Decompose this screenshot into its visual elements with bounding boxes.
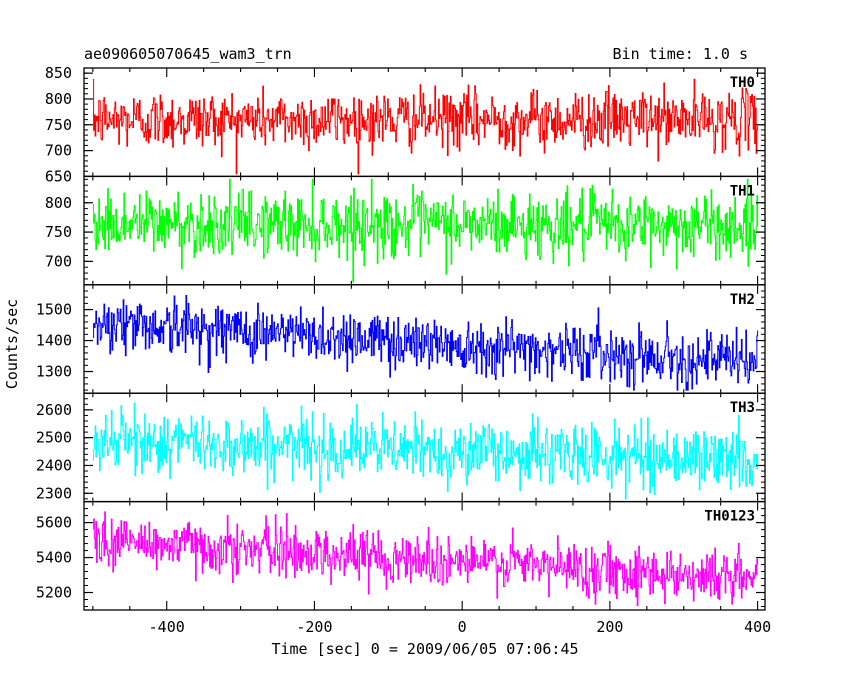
y-tick-label: 850 (45, 64, 72, 82)
y-tick-label: 1400 (36, 332, 72, 350)
x-tick-label: 200 (596, 618, 623, 636)
panels: 650 700 750 800 850 TH0 700 750 800 TH1 1300 1400 15… (36, 64, 766, 611)
panel-th3: 2300 2400 2500 2600 TH3 (36, 392, 766, 502)
y-tick-label: 5600 (36, 514, 72, 532)
y-tick-label: 2400 (36, 456, 72, 474)
panel-label-th1: TH1 (730, 183, 755, 199)
y-tick-label: 750 (45, 223, 72, 241)
y-tick-label: 2500 (36, 429, 72, 447)
y-axis-title: Counts/sec (3, 299, 21, 389)
y-tick-label: 800 (45, 194, 72, 212)
x-tick-label: 400 (744, 618, 771, 636)
x-tick-label: -400 (149, 618, 185, 636)
y-tick-label: 5200 (36, 584, 72, 602)
series-th3-line (92, 402, 759, 500)
y-tick-label: 1300 (36, 363, 72, 381)
panel-label-th0123: TH0123 (704, 509, 755, 525)
x-tick-label: 0 (458, 618, 467, 636)
panel-label-th0: TH0 (730, 75, 755, 91)
series-th2-line (92, 295, 759, 391)
panel-label-th2: TH2 (730, 292, 755, 308)
panel-frame (83, 67, 766, 178)
x-axis-title: Time [sec] 0 = 2009/06/05 07:06:45 (271, 640, 578, 658)
y-tick-label: 750 (45, 116, 72, 134)
y-tick-label: 5400 (36, 549, 72, 567)
panel-th1: 700 750 800 TH1 (45, 175, 766, 286)
y-tick-label: 2300 (36, 484, 72, 502)
y-tick-label: 2600 (36, 401, 72, 419)
plot-header-left: ae090605070645_wam3_trn (84, 45, 292, 63)
panel-label-th3: TH3 (730, 400, 755, 416)
series-th0123-line (92, 511, 759, 607)
panel-th0123: 5200 5400 5600 TH0123 (36, 500, 766, 611)
series-th0-line (92, 78, 759, 175)
series-th1-line (92, 178, 759, 283)
y-tick-label: 800 (45, 90, 72, 108)
y-tick-label: 650 (45, 167, 72, 185)
panel-th2: 1300 1400 1500 TH2 (36, 284, 766, 394)
x-axis-tick-labels: -400 -200 0 200 400 (149, 618, 771, 636)
y-tick-label: 700 (45, 252, 72, 270)
panel-th0: 650 700 750 800 850 TH0 (45, 64, 766, 185)
x-tick-label: -200 (296, 618, 332, 636)
y-tick-label: 1500 (36, 301, 72, 319)
plot-header-right: Bin time: 1.0 s (613, 45, 748, 63)
panel-frame (83, 500, 766, 611)
y-tick-label: 700 (45, 142, 72, 160)
